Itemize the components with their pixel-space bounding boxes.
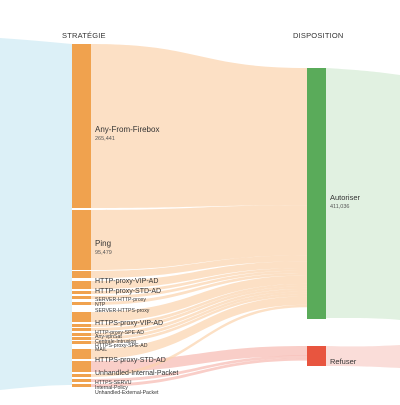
- strategy-name: Internal-Policy: [95, 385, 128, 392]
- flow-server-http-proxy: [91, 267, 307, 294]
- strategy-label-server-http-proxy: SERVER-HTTP-proxy: [95, 289, 146, 305]
- strategy-label-https-proxy-std-ad: HTTPS-proxy-STD-AD: [95, 350, 166, 366]
- strategy-name: Unhandled-Internal-Packet: [95, 369, 179, 377]
- strategy-node-server-http-proxy: [72, 291, 91, 294]
- strategy-name: HTTPS-SERVU: [95, 380, 132, 387]
- strategy-name: HTTPS-proxy-STD-AD: [95, 357, 166, 364]
- strategy-name: SERVER-HTTP-proxy: [95, 297, 146, 304]
- flow-ntp: [91, 270, 307, 299]
- strategy-node-any-from-firebox: [72, 44, 91, 208]
- strategy-node-http-proxy-vip-ad: [72, 271, 91, 278]
- strategy-node-unhandled-external-packet: [72, 384, 91, 387]
- strategy-node-https-proxy-vip-ad: [72, 312, 91, 322]
- flow-server-https-proxy: [91, 272, 307, 305]
- strategy-node-http-proxy-spe-ad: [72, 324, 91, 327]
- strategy-label-ping: Ping 95,479: [95, 234, 112, 257]
- strategy-name: HTTP-proxy-STD-AD: [95, 288, 162, 295]
- strategy-name: NTP: [95, 302, 106, 309]
- strategy-node-server-https-proxy: [72, 302, 91, 305]
- strategy-header: STRATÉGIE: [62, 31, 106, 40]
- strategy-node-unhandled-internal-packet: [72, 361, 91, 372]
- flow-https-proxy-vip-ad: [91, 275, 307, 322]
- strategy-node-centrale-intrusion: [72, 333, 91, 336]
- disposition-header: DISPOSITION: [293, 31, 344, 40]
- disposition-label-autoriser: Autoriser 411,036: [330, 188, 360, 211]
- right-outgoing-band-deny: [326, 345, 400, 368]
- strategy-name: MAIL: [95, 347, 108, 354]
- disposition-label-refuser: Refuser: [330, 352, 356, 368]
- strategy-node-mail: [72, 341, 91, 344]
- strategy-name: Any-vpnSat: [95, 334, 122, 341]
- strategy-node-ping: [72, 210, 91, 270]
- strategy-name: Unhandled-External-Packet: [95, 390, 159, 397]
- strategy-label-https-servu: HTTPS-SERVU: [95, 372, 132, 388]
- flow-centrale-intrusion: [91, 288, 307, 336]
- flow-https-servu: [91, 304, 307, 377]
- strategy-label-unhandled-internal-packet: Unhandled-Internal-Packet: [95, 363, 178, 379]
- left-incoming-band: [0, 38, 72, 390]
- strategy-label-https-proxy-spe-ad: HTTPS-proxy-SPE-AD: [95, 335, 147, 351]
- strategy-label-server-https-proxy: SERVER-HTTPS-proxy: [95, 300, 149, 316]
- flow-http-proxy-std-ad: [91, 261, 307, 289]
- strategy-node-any-vpn: [72, 328, 91, 331]
- flow-https-proxy-std-ad: [91, 296, 307, 359]
- flow-internal-policy: [91, 355, 307, 382]
- strategy-label-http-proxy-std-ad: HTTP-proxy-STD-AD: [95, 281, 161, 297]
- strategy-label-any-from-firebox: Any-From-Firebox 265,441: [95, 120, 159, 143]
- strategy-label-centrale-intrusion: Centrale-Intrusion: [95, 331, 136, 347]
- strategy-value: 265,441: [95, 136, 115, 142]
- strategy-name: HTTPS-proxy-VIP-AD: [95, 320, 164, 327]
- right-outgoing-band-allow: [326, 68, 400, 320]
- flow-https-proxy-spe-ad: [91, 291, 307, 340]
- strategy-label-https-proxy-vip-ad: HTTPS-proxy-VIP-AD: [95, 313, 163, 329]
- flow-http-proxy-vip-ad: [91, 255, 307, 278]
- strategy-label-http-proxy-vip-ad: HTTP-proxy-VIP-AD: [95, 271, 158, 287]
- strategy-node-ntp: [72, 296, 91, 299]
- strategy-label-ntp: NTP: [95, 294, 105, 310]
- strategy-node-http-proxy-std-ad: [72, 281, 91, 289]
- strategy-label-mail: MAIL: [95, 339, 107, 355]
- flow-unhandled-external-packet: [91, 357, 307, 387]
- disposition-node-refuser: [307, 346, 326, 366]
- flow-ping: [91, 205, 307, 270]
- flow-any-from-firebox: [91, 44, 307, 208]
- flow-http-proxy-spe-ad: [91, 283, 307, 327]
- disposition-node-autoriser: [307, 68, 326, 319]
- disposition-name: Autoriser: [330, 192, 361, 202]
- strategy-label-any-vpn: Any-vpnSat: [95, 326, 122, 342]
- strategy-name: Ping: [95, 239, 112, 248]
- flow-any-vpn: [91, 286, 307, 331]
- strategy-name: HTTP-proxy-VIP-AD: [95, 277, 159, 285]
- strategy-name: Any-From-Firebox: [95, 125, 160, 134]
- disposition-value: 411,036: [330, 203, 350, 210]
- strategy-label-internal-policy: Internal-Policy: [95, 377, 128, 393]
- strategy-value: 95,479: [95, 250, 112, 256]
- strategy-node-https-proxy-std-ad: [72, 349, 91, 359]
- flow-unhandled-internal-packet: [91, 346, 307, 372]
- strategy-name: Centrale-Intrusion: [95, 339, 137, 346]
- flow-mail: [91, 293, 307, 344]
- strategy-node-https-proxy-spe-ad: [72, 337, 91, 340]
- disposition-name: Refuser: [330, 357, 357, 366]
- strategy-node-internal-policy: [72, 379, 91, 382]
- strategy-node-https-servu: [72, 374, 91, 377]
- strategy-name: HTTPS-proxy-SPE-AD: [95, 343, 148, 350]
- strategy-label-unhandled-external-packet: Unhandled-External-Packet: [95, 382, 158, 398]
- strategy-name: HTTP-proxy-SPE-AD: [95, 330, 144, 337]
- strategy-name: SERVER-HTTPS-proxy: [95, 308, 150, 315]
- strategy-label-http-proxy-spe-ad: HTTP-proxy-SPE-AD: [95, 322, 144, 338]
